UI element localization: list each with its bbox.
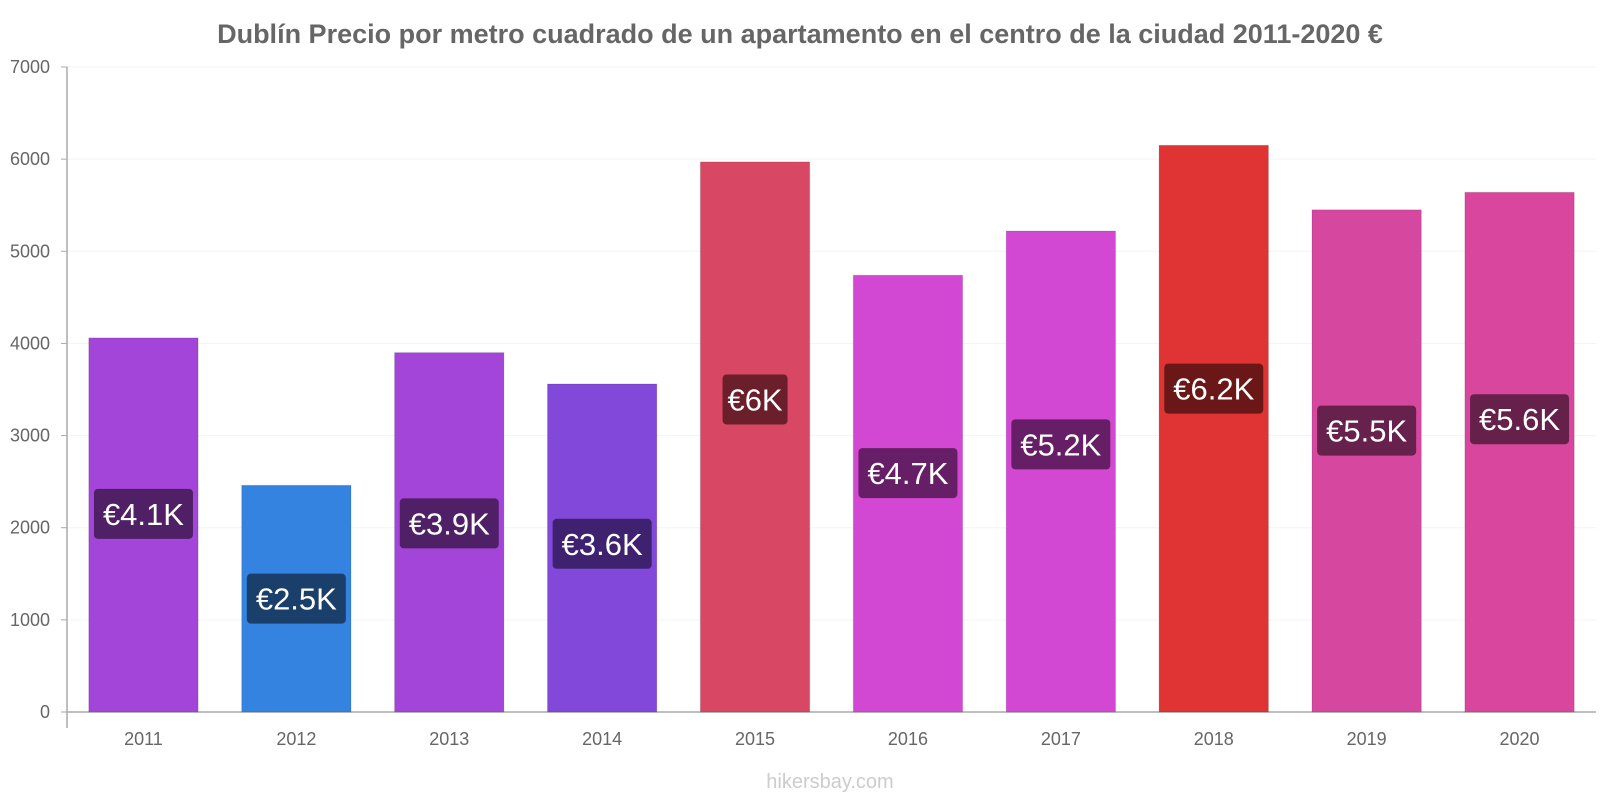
data-label-badge xyxy=(1317,405,1417,456)
data-label-text: €3.6K xyxy=(562,527,643,562)
x-tick-label: 2019 xyxy=(1347,729,1387,749)
x-tick-label: 2016 xyxy=(888,729,928,749)
x-tick-label: 2013 xyxy=(429,729,469,749)
data-label-text: €5.5K xyxy=(1326,414,1407,449)
y-tick-label: 6000 xyxy=(10,149,50,169)
bar-2017[interactable] xyxy=(1005,230,1117,713)
data-label-2011: €4.1K xyxy=(93,488,193,539)
x-tick-label: 2012 xyxy=(276,729,316,749)
data-labels: €4.1K €2.5K €3.9K €3.6K €6K €4.7K €5.2K €6.2K €5… xyxy=(93,363,1570,624)
bar-2019[interactable] xyxy=(1311,209,1422,713)
y-tick-label: 3000 xyxy=(10,426,50,446)
data-label-2014: €3.6K xyxy=(552,518,652,569)
source-watermark: hikersbay.com xyxy=(766,771,893,793)
data-label-badge xyxy=(93,488,193,539)
data-label-2016: €4.7K xyxy=(858,448,958,499)
data-label-2017: €5.2K xyxy=(1011,419,1111,470)
data-label-badge xyxy=(1011,419,1111,470)
data-label-text: €3.9K xyxy=(409,506,490,541)
y-tick-label: 4000 xyxy=(10,333,50,353)
chart-title: Dublín Precio por metro cuadrado de un a… xyxy=(217,19,1383,49)
bar-2015[interactable] xyxy=(699,161,811,713)
bar-2020[interactable] xyxy=(1464,191,1575,713)
data-label-2018: €6.2K xyxy=(1164,363,1264,414)
data-label-text: €2.5K xyxy=(256,582,337,617)
data-label-text: €6K xyxy=(727,382,782,417)
x-tick-label: 2011 xyxy=(124,729,163,749)
data-label-text: €6.2K xyxy=(1173,372,1254,407)
data-label-badge xyxy=(1164,363,1264,414)
data-label-badge xyxy=(722,374,788,425)
data-label-2019: €5.5K xyxy=(1317,405,1417,456)
x-tick-label: 2015 xyxy=(735,729,775,749)
y-tick-label: 7000 xyxy=(10,57,50,77)
y-tick-label: 0 xyxy=(40,702,50,722)
data-label-2020: €5.6K xyxy=(1470,394,1570,445)
x-tick-label: 2017 xyxy=(1041,729,1081,749)
data-label-text: €4.7K xyxy=(867,456,948,491)
x-tick-label: 2018 xyxy=(1194,729,1234,749)
x-tick-label: 2020 xyxy=(1500,729,1540,749)
y-tick-label: 2000 xyxy=(10,518,50,538)
data-label-2012: €2.5K xyxy=(246,573,346,624)
data-label-2015: €6K xyxy=(722,374,788,425)
data-label-badge xyxy=(1470,394,1570,445)
data-label-badge xyxy=(399,498,499,549)
data-label-text: €4.1K xyxy=(103,497,184,532)
data-label-text: €5.6K xyxy=(1479,402,1560,437)
data-label-badge xyxy=(246,573,346,624)
data-label-2013: €3.9K xyxy=(399,498,499,549)
data-label-text: €5.2K xyxy=(1020,427,1101,462)
data-label-badge xyxy=(858,448,958,499)
x-tick-label: 2014 xyxy=(582,729,622,749)
y-tick-label: 1000 xyxy=(10,610,50,630)
y-tick-label: 5000 xyxy=(10,241,50,261)
bar-2018[interactable] xyxy=(1158,144,1269,713)
data-label-badge xyxy=(552,518,652,569)
